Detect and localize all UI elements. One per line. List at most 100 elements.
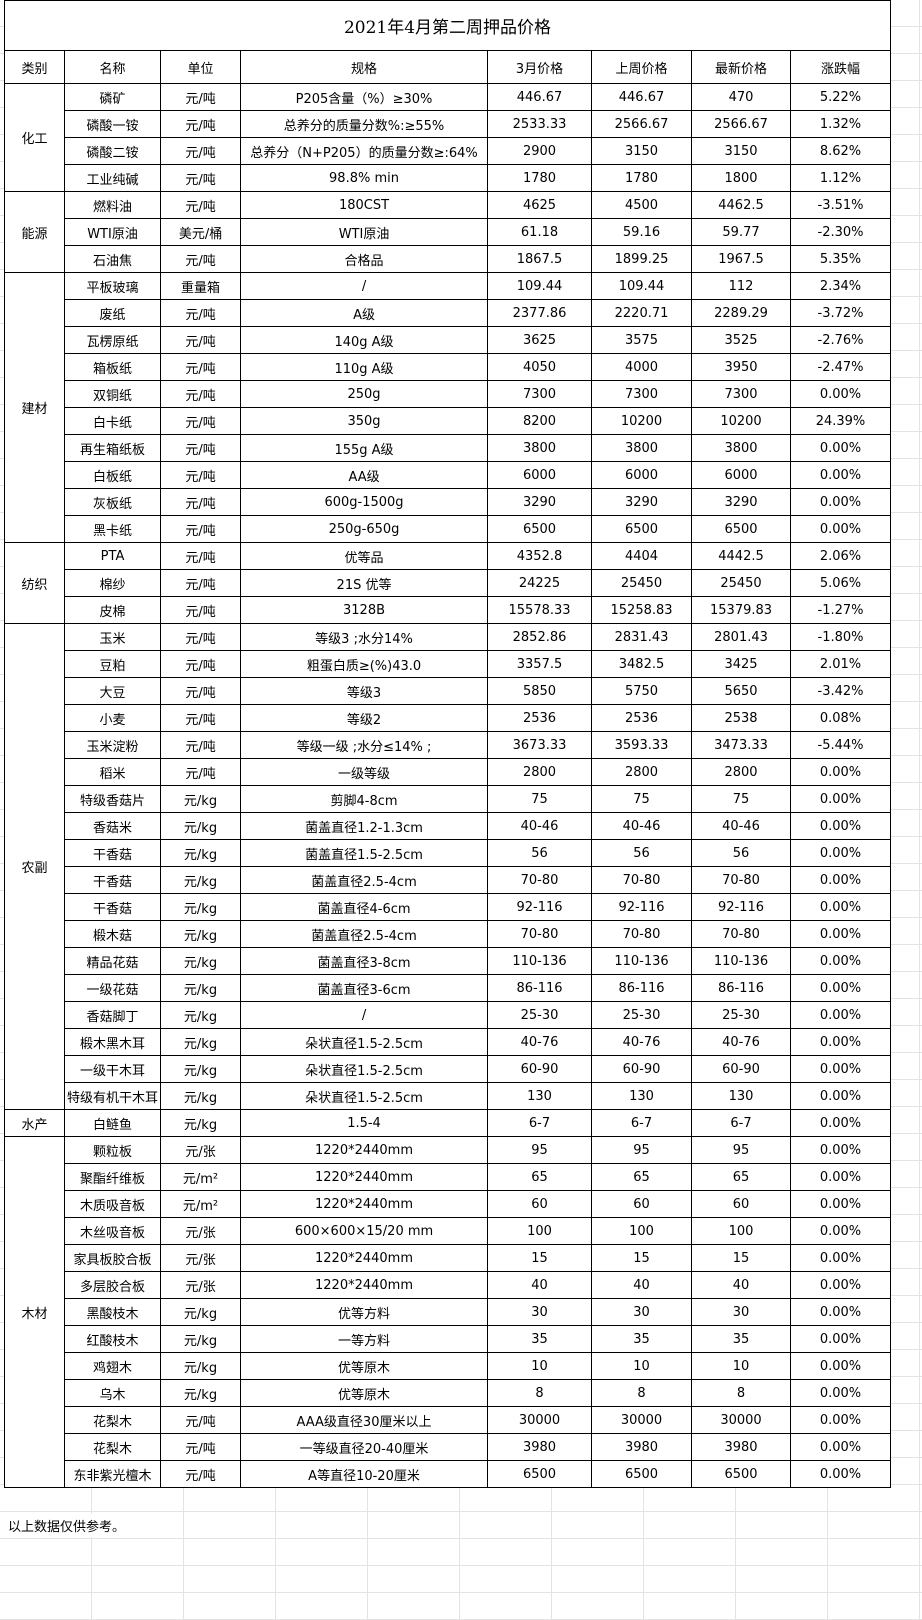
data-row: 纺织 PTA 元/吨 优等品 4352.8 4404 4442.5 2.06% [4,542,892,624]
data-row: 一级花菇 元/kg 菌盖直径3-6cm 86-116 86-116 86-116 0.00% [5,974,892,1002]
change: 0.00% [790,1379,892,1407]
last-week-price: 40 [591,1271,693,1299]
data-row: 箱板纸 元/吨 110g A级 4050 4000 3950 -2.47% [5,353,892,381]
last-week-price: 1899.25 [591,245,693,273]
spec: 菌盖直径4-6cm [240,893,489,921]
item-name: 工业纯碱 [63,164,162,192]
last-week-price: 40-46 [591,812,693,840]
unit: 元/kg [160,974,242,1002]
latest-price: 59.77 [691,218,792,246]
march-price: 15578.33 [487,596,593,624]
march-price: 2900 [487,137,593,165]
unit: 元/吨 [160,245,242,273]
unit: 元/kg [160,1001,242,1029]
unit: 元/吨 [160,758,242,786]
last-week-price: 4404 [591,542,693,570]
unit: 元/张 [160,1244,242,1272]
spec: 一级等级 [240,758,489,786]
latest-price: 112 [691,272,792,300]
unit: 元/吨 [160,407,242,435]
spec: 总养分的质量分数%:≥55% [240,110,489,138]
spec: 600×600×15/20 mm [240,1217,489,1245]
spec: 110g A级 [240,353,489,381]
march-price: 65 [487,1163,593,1191]
spec: 3128B [240,596,489,624]
latest-price: 3150 [691,137,792,165]
change: -3.51% [790,191,892,219]
last-week-price: 7300 [591,380,693,408]
march-price: 446.67 [487,83,593,111]
unit: 元/kg [160,785,242,813]
last-week-price: 86-116 [591,974,693,1002]
data-row: 花梨木 元/吨 AAA级直径30厘米以上 30000 30000 30000 0.00% [5,1406,892,1434]
latest-price: 10 [691,1352,792,1380]
change: 0.00% [790,1109,892,1137]
last-week-price: 3980 [591,1433,693,1461]
march-price: 3980 [487,1433,593,1461]
last-week-price: 25-30 [591,1001,693,1029]
march-price: 25-30 [487,1001,593,1029]
item-name: 香菇脚丁 [63,1001,162,1029]
item-name: 木丝吸音板 [63,1217,162,1245]
unit: 元/kg [160,893,242,921]
data-row: 干香菇 元/kg 菌盖直径2.5-4cm 70-80 70-80 70-80 0.00% [5,866,892,894]
unit: 元/吨 [160,677,242,705]
data-row: 皮棉 元/吨 3128B 15578.33 15258.83 15379.83 -1.27% [5,596,892,624]
data-row: 棉纱 元/吨 21S 优等 24225 25450 25450 5.06% [5,569,892,597]
table-body: 2021年4月第二周押品价格 类别 名称 单位 规格 3月价格 上周价格 最新价格 涨跌幅 化工… [3,0,892,1488]
march-price: 6500 [487,515,593,543]
unit: 元/kg [160,1352,242,1380]
change: 0.00% [790,1082,892,1110]
last-week-price: 25450 [591,569,693,597]
last-week-price: 60-90 [591,1055,693,1083]
unit: 元/kg [160,812,242,840]
data-row: 一级干木耳 元/kg 朵状直径1.5-2.5cm 60-90 60-90 60-90 0.0… [5,1055,892,1083]
category: 纺织 [4,542,65,624]
spec: A等直径10-20厘米 [240,1460,489,1488]
unit: 元/吨 [160,461,242,489]
item-name: 红酸枝木 [63,1325,162,1353]
change: 0.00% [790,1433,892,1461]
march-price: 56 [487,839,593,867]
last-week-price: 6000 [591,461,693,489]
change: 0.00% [790,1244,892,1272]
last-week-price: 2566.67 [591,110,693,138]
march-price: 5850 [487,677,593,705]
unit: 元/kg [160,866,242,894]
unit: 元/kg [160,1055,242,1083]
last-week-price: 2536 [591,704,693,732]
spec: 朵状直径1.5-2.5cm [240,1028,489,1056]
spec: 一等方料 [240,1325,489,1353]
march-price: 2852.86 [487,623,593,651]
spec: 优等品 [240,542,489,570]
change: 0.00% [790,1001,892,1029]
data-row: 椴木菇 元/kg 菌盖直径2.5-4cm 70-80 70-80 70-80 0.00% [5,920,892,948]
latest-price: 10200 [691,407,792,435]
latest-price: 470 [691,83,792,111]
data-row: 多层胶合板 元/张 1220*2440mm 40 40 40 0.00% [5,1271,892,1299]
march-price: 2533.33 [487,110,593,138]
change: 2.34% [790,272,892,300]
last-week-price: 3290 [591,488,693,516]
march-price: 6000 [487,461,593,489]
item-name: 精品花菇 [63,947,162,975]
latest-price: 3425 [691,650,792,678]
spec: 1220*2440mm [240,1271,489,1299]
march-price: 30 [487,1298,593,1326]
item-name: 白板纸 [63,461,162,489]
latest-price: 30000 [691,1406,792,1434]
unit: 元/吨 [160,110,242,138]
spec: 朵状直径1.5-2.5cm [240,1055,489,1083]
item-name: 干香菇 [63,893,162,921]
unit: 元/吨 [160,1433,242,1461]
latest-price: 30 [691,1298,792,1326]
last-week-price: 100 [591,1217,693,1245]
change: 0.08% [790,704,892,732]
march-price: 130 [487,1082,593,1110]
data-row: 椴木黑木耳 元/kg 朵状直径1.5-2.5cm 40-76 40-76 40-76 0.0… [5,1028,892,1056]
change: 0.00% [790,488,892,516]
change: -1.27% [790,596,892,624]
item-name: 东非紫光檀木 [63,1460,162,1488]
data-row: 双铜纸 元/吨 250g 7300 7300 7300 0.00% [5,380,892,408]
latest-price: 8 [691,1379,792,1407]
